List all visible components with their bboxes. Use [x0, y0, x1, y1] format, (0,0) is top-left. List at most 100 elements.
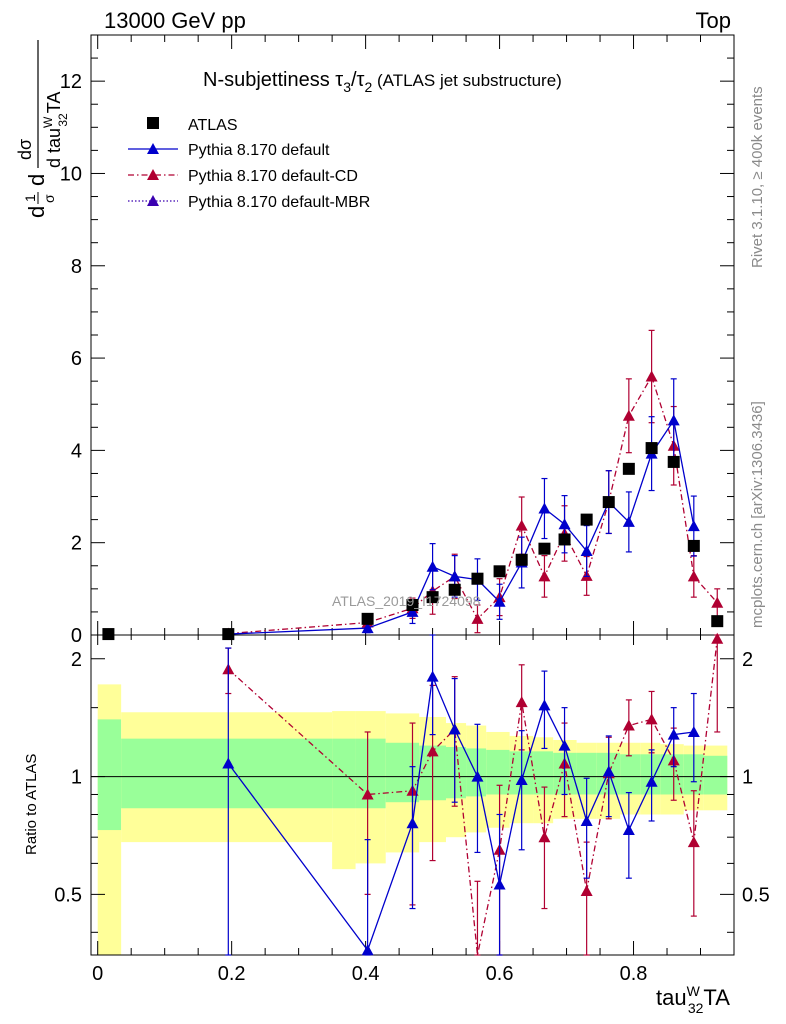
default-ratio-point: [406, 817, 419, 829]
default-cd-ratio-point: [622, 719, 635, 731]
atlas-point: [667, 455, 680, 468]
ratio-band-inner: [620, 754, 641, 795]
default-cd-ratio-point: [645, 713, 658, 725]
x-tick-label: 0.6: [486, 963, 514, 985]
atlas-point: [426, 591, 439, 604]
x-tick-label: 0: [92, 963, 103, 985]
legend: ATLAS Pythia 8.170 default Pythia 8.170 …: [128, 117, 370, 211]
header-energy: 13000 GeV pp: [104, 8, 246, 33]
ratio-band-inner: [533, 751, 554, 795]
atlas-point: [493, 565, 506, 578]
default-ratio-point: [580, 814, 593, 826]
default-cd-point: [687, 570, 700, 582]
ratio-band-inner: [486, 749, 510, 795]
default-cd-point: [515, 519, 528, 531]
x-tick-label: 0.4: [352, 963, 380, 985]
default-ratio-point: [687, 725, 700, 737]
ratio-band-inner: [703, 755, 728, 795]
default-cd-point: [622, 409, 635, 421]
legend-marker-default: [147, 143, 159, 154]
svg-text:σ: σ: [41, 194, 57, 203]
atlas-point: [687, 539, 700, 552]
ratio-plot-frame: [90, 634, 735, 956]
svg-text:dσ: dσ: [15, 139, 35, 160]
default-cd-ratio-point: [580, 885, 593, 897]
main-y-tick-label: 6: [71, 348, 82, 370]
default-cd-ratio-point: [711, 632, 724, 644]
x-axis-label: tauW 32TA: [656, 983, 730, 1016]
analysis-watermark: ATLAS_2019_I1724098: [332, 593, 481, 609]
atlas-point: [645, 442, 658, 455]
default-point: [667, 414, 680, 426]
main-y-tick-label: 4: [71, 440, 82, 462]
default-point: [493, 595, 506, 607]
main-series-layer: [102, 329, 724, 641]
default-ratio-point: [471, 770, 484, 782]
default-point: [361, 622, 374, 634]
atlas-point: [471, 572, 484, 585]
default-ratio-point: [361, 944, 374, 956]
x-tick-label: 0.2: [218, 963, 246, 985]
default-cd-ratio-point: [515, 696, 528, 708]
x-tick-label: 0.8: [620, 963, 648, 985]
ratio-y-tick-label-right: 1: [742, 767, 753, 789]
legend-marker-default-cd: [147, 169, 159, 180]
default-ratio-point: [515, 773, 528, 785]
atlas-point: [448, 583, 461, 596]
atlas-point: [622, 462, 635, 475]
default-ratio-point: [558, 739, 571, 751]
atlas-point: [580, 513, 593, 526]
main-y-tick-label: 8: [71, 256, 82, 278]
svg-text:d tauW32TA: d tauW32TA: [41, 92, 70, 168]
legend-label-default-mbr: Pythia 8.170 default-MBR: [188, 194, 370, 211]
default-point: [558, 518, 571, 530]
legend-label-default: Pythia 8.170 default: [188, 142, 330, 159]
default-ratio-point: [622, 824, 635, 836]
header-process: Top: [696, 8, 731, 33]
atlas-point: [222, 628, 235, 641]
default-point: [448, 570, 461, 582]
ratio-y-axis-label: Ratio to ATLAS: [23, 754, 40, 855]
ratio-band-inner: [445, 747, 467, 799]
ratio-band-layer: [97, 684, 728, 955]
atlas-point: [361, 612, 374, 625]
legend-label-atlas: ATLAS: [188, 117, 238, 134]
plot-title: N-subjettiness τ3/τ2 (ATLAS jet substruc…: [203, 69, 562, 95]
ratio-y-tick-label-right: 2: [742, 649, 753, 671]
default-cd-ratio-point: [426, 745, 439, 757]
default-point: [687, 520, 700, 532]
ratio-band-inner: [640, 754, 661, 795]
default-ratio-point: [602, 765, 615, 777]
ratio-band-inner: [576, 752, 597, 795]
main-y-tick-label: 0: [71, 625, 82, 647]
svg-text:1: 1: [22, 194, 38, 202]
default-cd-ratio-point: [361, 788, 374, 800]
ratio-y-tick-label: 0.5: [54, 884, 82, 906]
main-y-axis-label: d 1 σ d dσ d tauW32TA: [15, 40, 70, 218]
legend-marker-atlas: [147, 117, 159, 129]
default-cd-point: [538, 570, 551, 582]
default-point: [538, 502, 551, 514]
main-y-tick-label: 2: [71, 533, 82, 555]
default-ratio-point: [222, 757, 235, 769]
rivet-label: Rivet 3.1.10, ≥ 400k events: [749, 86, 766, 268]
default-ratio-point: [645, 775, 658, 787]
default-ratio-point: [493, 878, 506, 890]
default-point: [406, 605, 419, 617]
default-line: [228, 418, 695, 635]
default-cd-point: [471, 612, 484, 624]
atlas-point: [406, 599, 419, 611]
ratio-y-tick-label-right: 0.5: [742, 884, 770, 906]
atlas-point: [711, 615, 724, 628]
default-ratio-point: [426, 670, 439, 682]
default-point: [580, 545, 593, 556]
default-cd-point: [645, 370, 658, 382]
atlas-point: [558, 533, 571, 546]
default-ratio-point: [667, 728, 680, 740]
main-y-tick-label: 10: [60, 163, 82, 185]
ratio-y-tick-label: 1: [71, 767, 82, 789]
svg-text:d: d: [24, 206, 49, 218]
atlas-point: [102, 628, 115, 641]
